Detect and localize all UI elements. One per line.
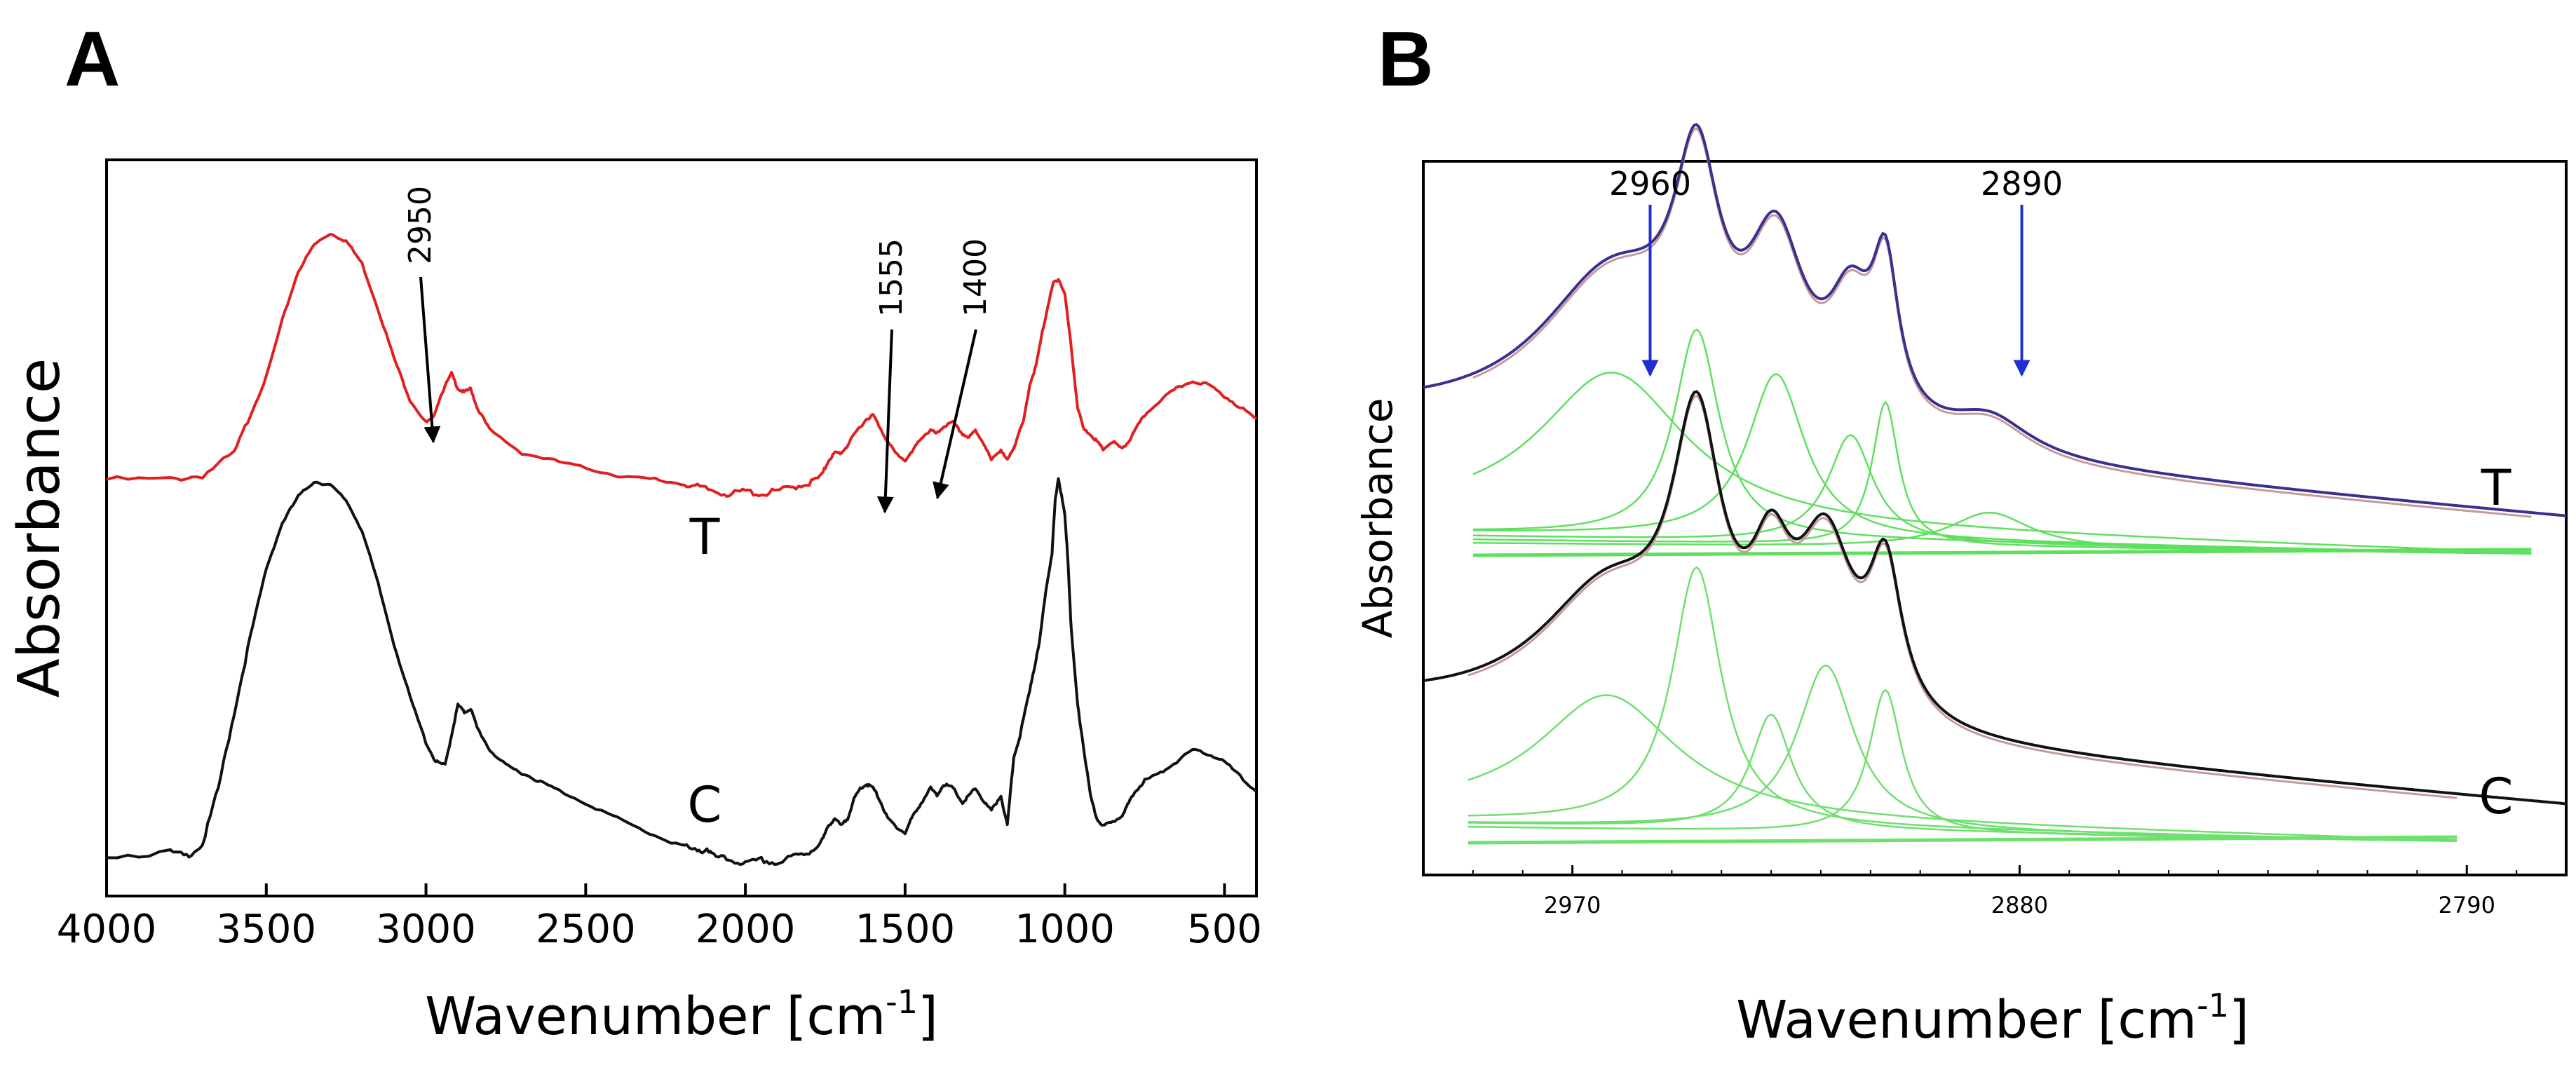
panel-a-annotation-label: 1555 [874, 238, 909, 317]
panel-b-ylabel: Absorbance [1354, 398, 1402, 639]
panel-a-tick-label: 2500 [536, 907, 636, 952]
panel-a-ylabel: Absorbance [6, 358, 73, 698]
panel-a-series-c [106, 477, 1258, 867]
panel-b-component-peak [1472, 434, 2532, 555]
panel-b-tick-label: 2970 [1544, 892, 1601, 918]
panel-b-component-peak [1467, 664, 2458, 842]
panel-b-series-label-t: T [2481, 459, 2511, 517]
panel-a-series-label-c: C [688, 776, 722, 834]
panel-b-tick-label: 2880 [1991, 892, 2048, 918]
panel-b-series-label-c: C [2479, 768, 2514, 825]
panel-b-component-peak [1467, 694, 2458, 841]
panel-letter-b: B [1378, 16, 1433, 102]
panel-b-xlabel-sup: -1 [2197, 986, 2229, 1024]
panel-a-xlabel-main: Wavenumber [cm [425, 986, 886, 1047]
panel-b-baseline [1467, 835, 2458, 845]
panel-a-tick-label: 3500 [217, 907, 317, 952]
panel-a-annotation-label: 1400 [958, 238, 994, 317]
panel-b-component-peak [1472, 373, 2532, 555]
panel-a-annotation-arrow [933, 329, 977, 500]
panel-b-component-peak [1467, 566, 2458, 842]
panel-a-xlabel-end: ] [918, 986, 938, 1047]
panel-b-component-peak [1472, 511, 2532, 555]
panel-b-xlabel-main: Wavenumber [cm [1736, 990, 2197, 1050]
panel-a-series-label-t: T [689, 508, 720, 566]
panel-b: 2970 2880 2790 T C 2960 2890 Absorbance Wave… [1354, 123, 2568, 1050]
panel-a-tick-label: 3000 [376, 907, 476, 952]
panel-a-xlabel: Wavenumber [cm-1] [425, 983, 938, 1047]
panel-a-tick-label: 4000 [57, 907, 157, 952]
panel-b-annotation-label: 2960 [1609, 165, 1691, 203]
panel-b-component-peak [1472, 372, 2532, 554]
panel-a-tick-label: 2000 [696, 907, 796, 952]
panel-a-annotation-arrow [419, 276, 441, 444]
panel-a: 4000 3500 3000 2500 2000 1500 1000 500 T C 2950 1… [6, 158, 1262, 1047]
panel-a-frame [105, 158, 1258, 897]
panel-a-tick-label: 1500 [855, 907, 956, 952]
panel-a-annotation-arrow [876, 329, 894, 514]
panel-a-tick-label: 1000 [1015, 907, 1115, 952]
panel-b-series-c [1423, 390, 2567, 806]
panel-b-annotation-label: 2890 [1981, 165, 2063, 203]
panel-b-component-peak [1472, 328, 2532, 555]
panel-b-frame [1422, 160, 2568, 876]
panel-letter-a: A [65, 16, 120, 102]
panel-a-series-t [106, 233, 1258, 498]
panel-a-xlabel-sup: -1 [886, 983, 918, 1021]
panel-a-annotation-label: 2950 [402, 186, 438, 264]
panel-b-tick-label: 2790 [2439, 892, 2495, 918]
panel-b-baseline [1472, 548, 2532, 557]
panel-b-xlabel: Wavenumber [cm-1] [1736, 986, 2249, 1050]
panel-b-series-t [1423, 123, 2567, 517]
panel-b-xlabel-end: ] [2229, 990, 2249, 1050]
panel-b-fit-curve [1467, 394, 2458, 799]
panel-b-component-peak [1472, 400, 2532, 555]
panel-a-tick-label: 500 [1187, 907, 1262, 952]
panel-b-component-peak [1467, 688, 2458, 843]
